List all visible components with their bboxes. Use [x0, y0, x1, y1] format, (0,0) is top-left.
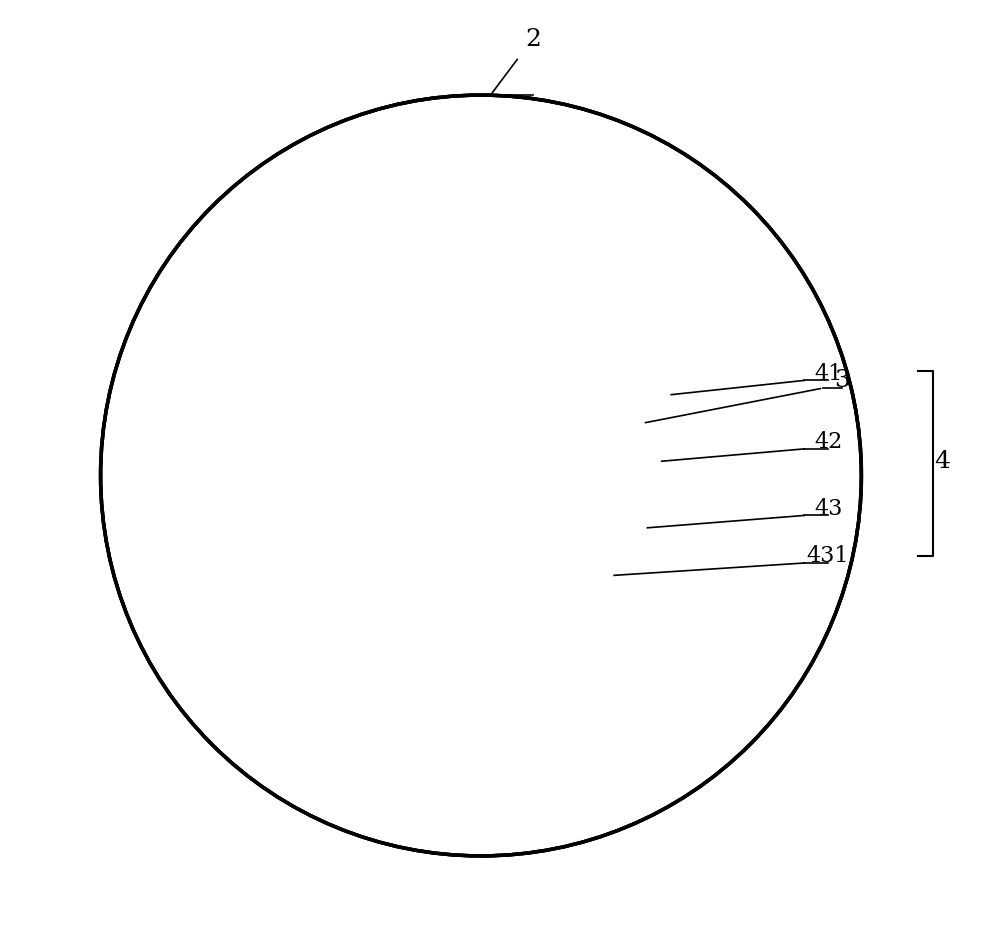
Circle shape: [448, 509, 552, 613]
Polygon shape: [338, 380, 405, 837]
Circle shape: [101, 95, 861, 856]
Circle shape: [105, 100, 857, 851]
Text: 3: 3: [834, 369, 850, 392]
PathPatch shape: [25, 0, 976, 951]
Polygon shape: [357, 285, 424, 837]
Text: 41: 41: [814, 362, 842, 385]
Polygon shape: [129, 190, 690, 380]
Text: 4: 4: [934, 450, 950, 473]
Text: 42: 42: [814, 431, 842, 454]
Text: 2: 2: [525, 29, 541, 51]
Text: 43: 43: [814, 497, 842, 520]
Text: 431: 431: [807, 545, 849, 568]
